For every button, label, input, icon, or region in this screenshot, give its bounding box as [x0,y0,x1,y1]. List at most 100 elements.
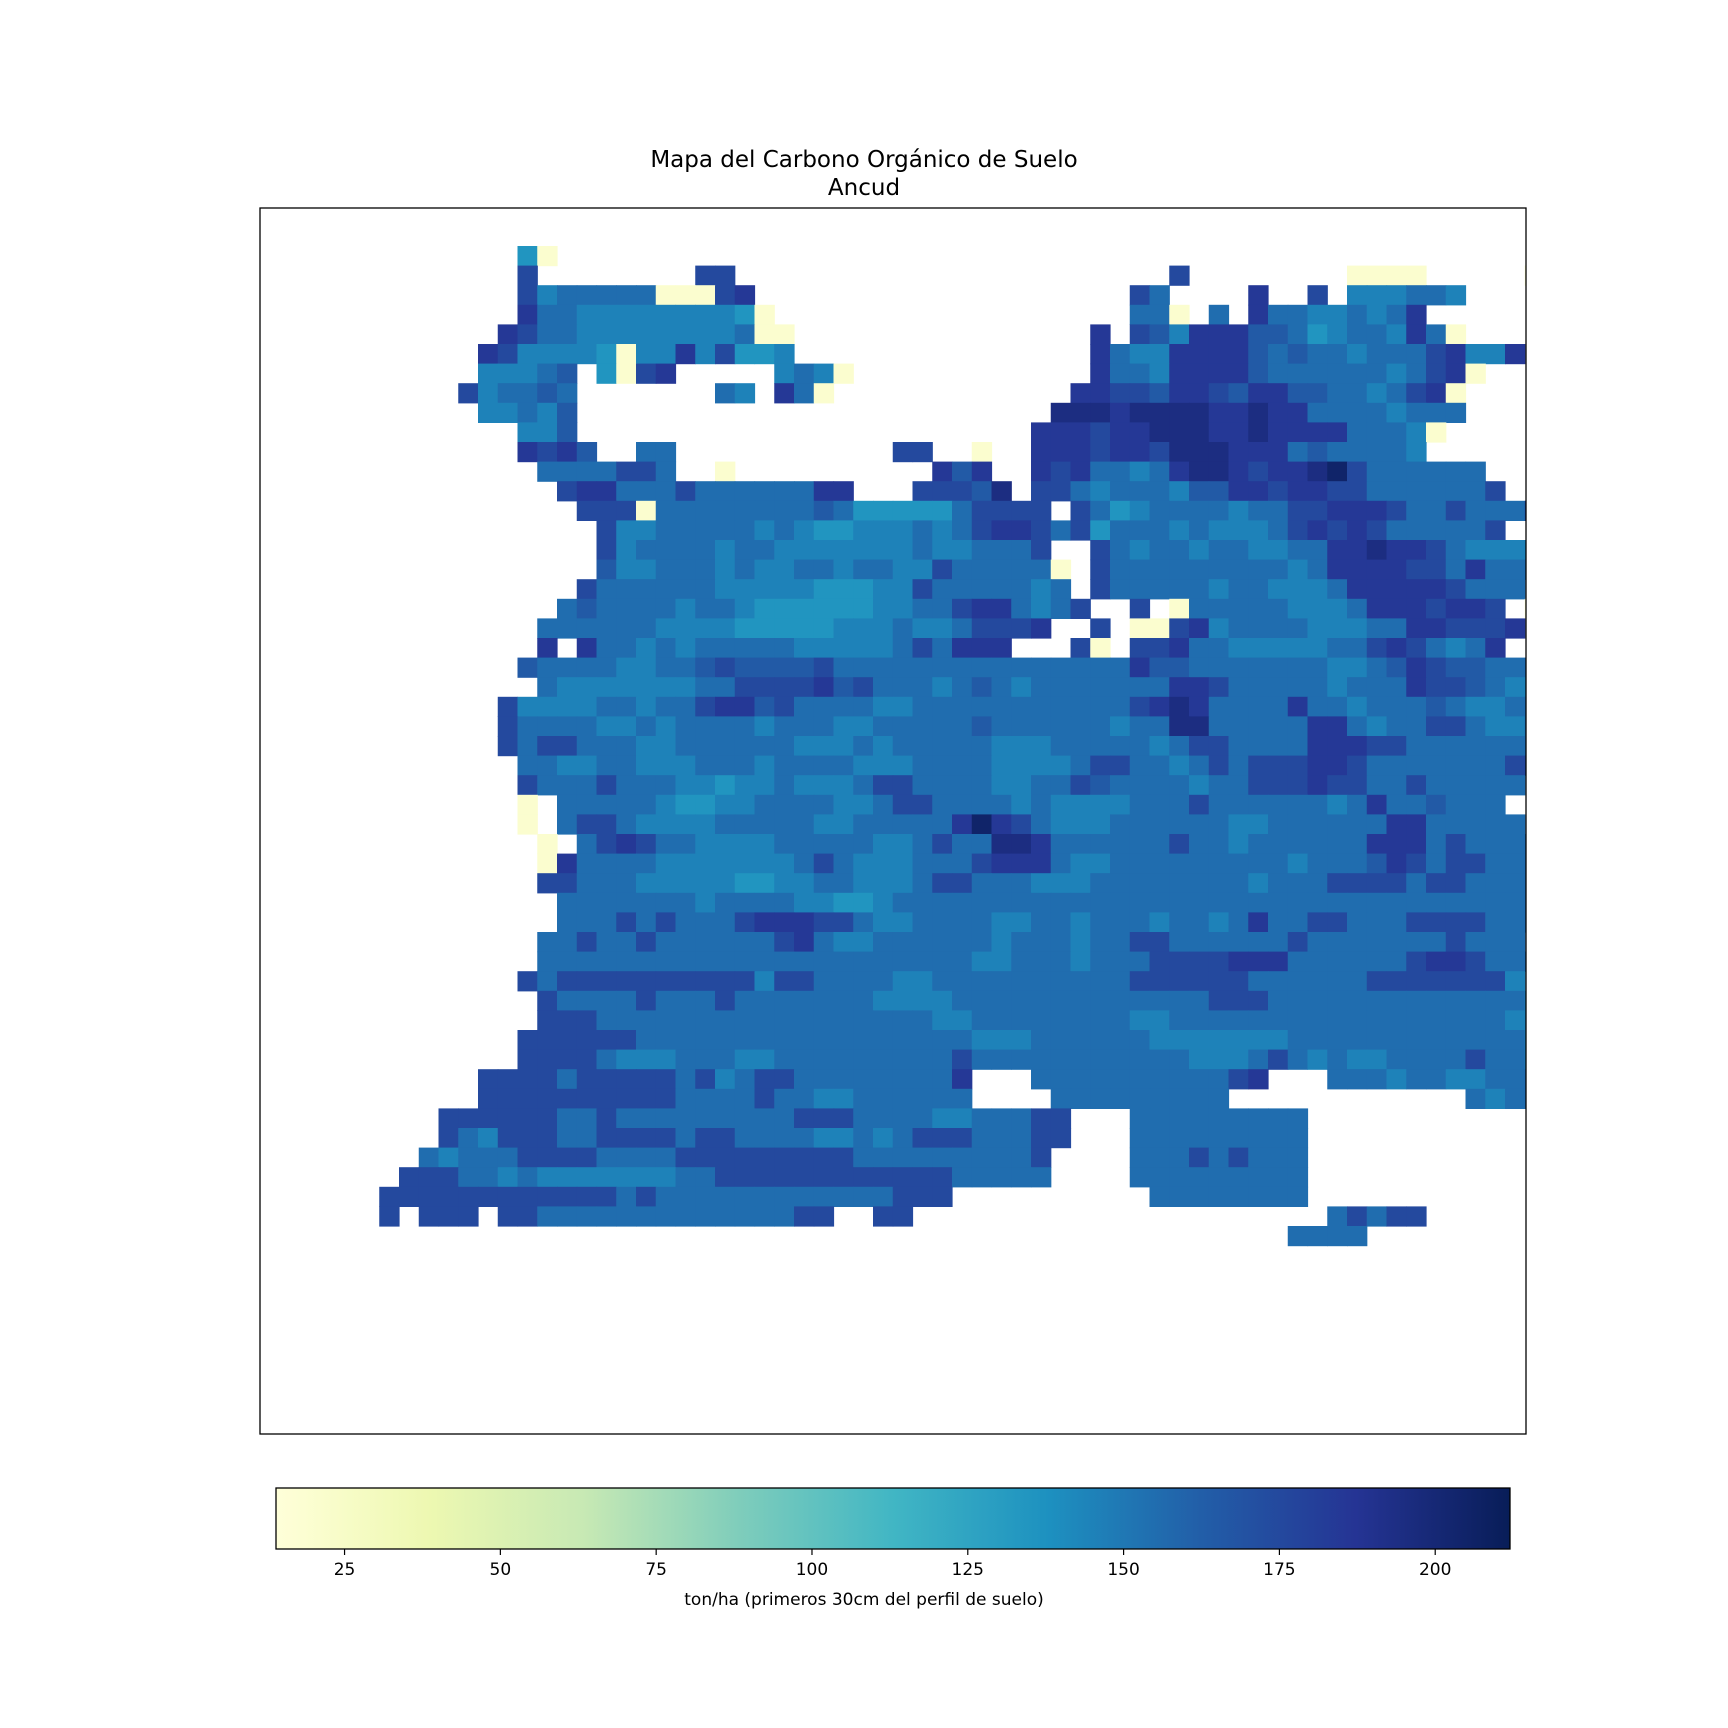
heatmap-cell [1524,892,1526,913]
heatmap-cell [1426,285,1447,306]
heatmap-cell [873,657,894,678]
heatmap-cell [695,265,716,286]
heatmap-cell [833,892,854,913]
heatmap-cell [616,716,637,737]
heatmap-cell [636,834,657,855]
heatmap-cell [1149,324,1170,345]
heatmap-cell [1485,794,1506,815]
heatmap-cell [1011,814,1032,835]
heatmap-cell [1248,579,1269,600]
heatmap-cell [1366,873,1388,894]
heatmap-cell [794,1010,815,1031]
heatmap-cell [616,638,637,659]
heatmap-cell [1050,422,1072,443]
heatmap-cell [636,716,657,737]
heatmap-cell [596,638,617,659]
heatmap-cell [833,598,854,619]
heatmap-cell [1129,912,1151,933]
heatmap-cell [1149,559,1170,580]
heatmap-cell [1208,422,1230,443]
heatmap-cell [1386,716,1407,737]
heatmap-cell [754,304,775,325]
heatmap-cell [1406,520,1427,541]
heatmap-cell [636,794,657,815]
heatmap-cell [853,1186,874,1207]
heatmap-cell [873,559,894,580]
heatmap-cell [537,1030,558,1051]
heatmap-cell [1485,736,1506,757]
heatmap-cell [675,540,696,561]
heatmap-cell [952,461,973,482]
heatmap-cell [1445,461,1467,482]
heatmap-cell [932,657,953,678]
heatmap-cell [1524,696,1526,717]
heatmap-cell [1031,971,1052,992]
heatmap-cell [655,755,677,776]
heatmap-cell [833,579,854,600]
heatmap-cell [695,285,716,306]
heatmap-cell [616,1167,637,1188]
heatmap-cell [892,1049,914,1070]
heatmap-cell [1129,402,1151,423]
heatmap-cell [754,755,775,776]
heatmap-cell [1248,402,1269,423]
heatmap-cell [1386,402,1407,423]
heatmap-cell [636,1128,657,1149]
heatmap-cell [1505,775,1526,796]
heatmap-cell [1149,383,1170,404]
heatmap-cell [1228,559,1249,580]
heatmap-cell [1545,481,1565,501]
heatmap-cell [1445,402,1467,423]
heatmap-cell [1070,422,1091,443]
heatmap-cell [715,520,736,541]
heatmap-cell [1090,775,1111,796]
heatmap-cell [517,1108,538,1129]
chart-title: Mapa del Carbono Orgánico de Suelo [650,147,1078,173]
heatmap-cell [873,716,894,737]
heatmap-cell [517,755,538,776]
heatmap-cell [1189,461,1210,482]
heatmap-cell [1386,736,1407,757]
heatmap-cell [971,677,993,698]
heatmap-cell [636,1088,657,1109]
heatmap-cell [1505,500,1526,521]
heatmap-cell [1366,265,1388,286]
heatmap-cell [1485,853,1506,874]
heatmap-cell [774,716,795,737]
heatmap-cell [1327,657,1348,678]
heatmap-cell [971,716,993,737]
heatmap-cell [636,324,657,345]
heatmap-cell [1524,1088,1526,1109]
heatmap-cell [754,1128,775,1149]
heatmap-cell [1505,853,1526,874]
heatmap-cell [1465,1069,1486,1090]
heatmap-cell [1347,500,1368,521]
heatmap-cell [1406,853,1427,874]
heatmap-cell [1268,755,1289,776]
heatmap-cell [596,736,617,757]
heatmap-cell [853,618,874,639]
heatmap-cell [774,324,795,345]
heatmap-cell [1406,892,1427,913]
heatmap-cell [1386,442,1407,463]
heatmap-cell [1169,853,1190,874]
heatmap-cell [616,971,637,992]
heatmap-cell [813,1049,835,1070]
heatmap-cell [1347,716,1368,737]
heatmap-cell [1524,1030,1526,1051]
heatmap-cell [873,755,894,776]
heatmap-cell [695,1206,716,1227]
heatmap-cell [695,1049,716,1070]
heatmap-cell [695,677,716,698]
heatmap-cell [675,598,696,619]
heatmap-cell [1129,304,1151,325]
heatmap-cell [596,677,617,698]
heatmap-cell [1347,814,1368,835]
heatmap-cell [695,559,716,580]
heatmap-cell [1189,716,1210,737]
heatmap-cell [1070,775,1091,796]
heatmap-cell [873,1167,894,1188]
heatmap-cell [1524,265,1526,286]
heatmap-cell [517,442,538,463]
heatmap-cell [1485,481,1506,502]
